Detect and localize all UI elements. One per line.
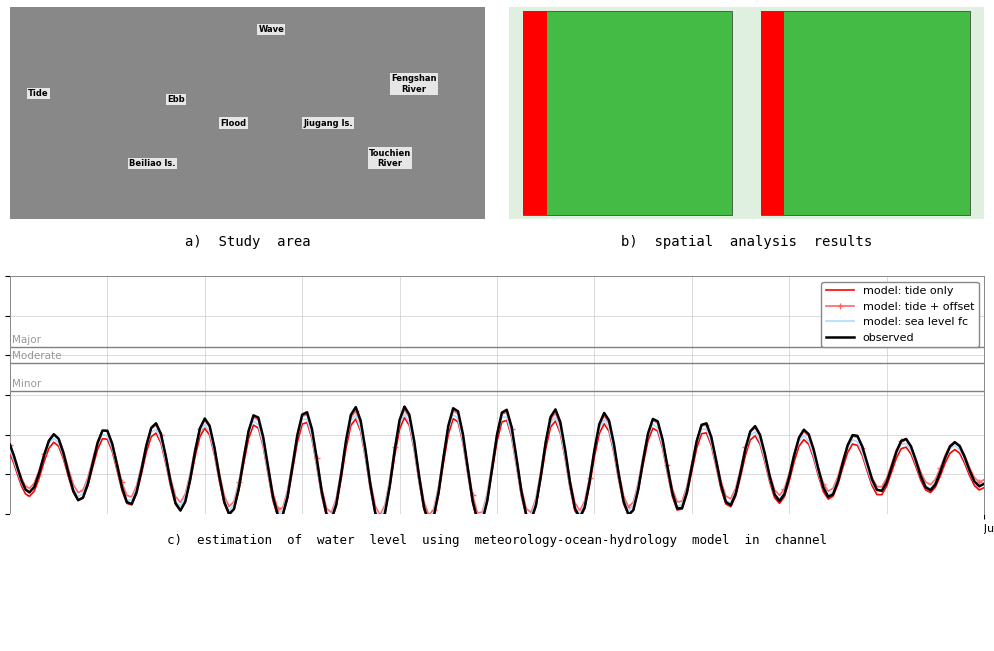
model: sea level fc: (11.5, 0.676): sea level fc: (11.5, 0.676) bbox=[248, 417, 259, 424]
Line: model: tide + offset: model: tide + offset bbox=[7, 406, 987, 519]
model: tide + offset: (14, 0.518): tide + offset: (14, 0.518) bbox=[491, 430, 503, 437]
model: tide + offset: (19, -0.0664): tide + offset: (19, -0.0664) bbox=[978, 476, 990, 484]
model: sea level fc: (19, -0.11): sea level fc: (19, -0.11) bbox=[978, 479, 990, 487]
model: tide only: (18.9, -0.0105): tide only: (18.9, -0.0105) bbox=[963, 471, 975, 479]
Text: Ebb: Ebb bbox=[167, 95, 185, 104]
model: sea level fc: (9, 0.304): sea level fc: (9, 0.304) bbox=[4, 447, 16, 454]
model: tide only: (13.3, -0.613): tide only: (13.3, -0.613) bbox=[422, 519, 434, 527]
observed bbox=[399, 403, 411, 411]
model: tide only: (9, 0.265): tide only: (9, 0.265) bbox=[4, 449, 16, 457]
Bar bbox=[760, 11, 784, 215]
model: sea level fc: (14.3, -0.495): sea level fc: (14.3, -0.495) bbox=[520, 510, 532, 518]
model: tide only: (19, -0.166): tide only: (19, -0.166) bbox=[978, 484, 990, 492]
model: tide only: (13.1, 0.716): tide only: (13.1, 0.716) bbox=[399, 414, 411, 422]
model: tide + offset: (11.5, 0.721): tide + offset: (11.5, 0.721) bbox=[248, 413, 259, 421]
observed bbox=[248, 411, 259, 419]
Line: model: tide only: model: tide only bbox=[10, 418, 984, 523]
model: tide + offset: (17.4, -0.116): tide + offset: (17.4, -0.116) bbox=[817, 480, 829, 488]
Text: c)  estimation  of  water  level  using  meteorology-ocean-hydrology  model  in : c) estimation of water level using meteo… bbox=[167, 534, 827, 547]
Bar bbox=[760, 11, 970, 215]
Text: a)  Study  area: a) Study area bbox=[185, 236, 310, 249]
model: sea level fc: (15.1, 0.688): sea level fc: (15.1, 0.688) bbox=[598, 416, 610, 424]
model: sea level fc: (13.3, -0.566): sea level fc: (13.3, -0.566) bbox=[422, 516, 434, 523]
model: sea level fc: (14, 0.494): sea level fc: (14, 0.494) bbox=[491, 431, 503, 439]
model: tide + offset: (13.1, 0.816): tide + offset: (13.1, 0.816) bbox=[399, 406, 411, 413]
model: tide + offset: (14.3, -0.432): tide + offset: (14.3, -0.432) bbox=[520, 505, 532, 512]
Text: Minor: Minor bbox=[12, 379, 41, 389]
Bar bbox=[523, 11, 547, 215]
Text: Flood: Flood bbox=[221, 118, 247, 128]
model: sea level fc: (13.1, 0.767): sea level fc: (13.1, 0.767) bbox=[399, 409, 411, 417]
Legend: model: tide only, model: tide + offset, model: sea level fc, observed: model: tide only, model: tide + offset, … bbox=[821, 282, 978, 347]
Text: Beiliao Is.: Beiliao Is. bbox=[129, 159, 176, 168]
observed bbox=[963, 466, 975, 474]
observed bbox=[520, 511, 532, 519]
model: tide only: (14.3, -0.532): tide only: (14.3, -0.532) bbox=[520, 512, 532, 520]
Text: b)  spatial  analysis  results: b) spatial analysis results bbox=[621, 236, 872, 249]
Text: Touchien
River: Touchien River bbox=[369, 148, 412, 168]
model: tide + offset: (9, 0.365): tide + offset: (9, 0.365) bbox=[4, 441, 16, 449]
observed bbox=[4, 441, 16, 449]
model: sea level fc: (18.9, 0.0272): sea level fc: (18.9, 0.0272) bbox=[963, 468, 975, 476]
model: tide only: (14, 0.418): tide only: (14, 0.418) bbox=[491, 437, 503, 445]
Line: observed: observed bbox=[10, 407, 984, 523]
model: tide + offset: (18.9, 0.0895): tide + offset: (18.9, 0.0895) bbox=[963, 464, 975, 471]
observed bbox=[817, 484, 829, 492]
observed bbox=[491, 431, 503, 439]
Text: Moderate: Moderate bbox=[12, 351, 62, 361]
model: tide + offset: (15.1, 0.737): tide + offset: (15.1, 0.737) bbox=[598, 412, 610, 420]
Text: Major: Major bbox=[12, 335, 41, 345]
Bar bbox=[523, 11, 733, 215]
model: tide + offset: (13.3, -0.513): tide + offset: (13.3, -0.513) bbox=[422, 511, 434, 519]
Text: Tide: Tide bbox=[28, 89, 49, 98]
model: tide only: (15.1, 0.637): tide only: (15.1, 0.637) bbox=[598, 420, 610, 428]
model: tide only: (17.4, -0.216): tide only: (17.4, -0.216) bbox=[817, 488, 829, 495]
Text: Fengshan
River: Fengshan River bbox=[391, 74, 436, 94]
model: tide only: (11.5, 0.621): tide only: (11.5, 0.621) bbox=[248, 421, 259, 429]
Line: model: sea level fc: model: sea level fc bbox=[10, 413, 984, 519]
observed bbox=[978, 480, 990, 488]
observed bbox=[374, 519, 386, 527]
Text: Jiugang Is.: Jiugang Is. bbox=[303, 118, 353, 128]
observed bbox=[598, 409, 610, 417]
Text: Wave: Wave bbox=[258, 25, 284, 34]
model: sea level fc: (17.4, -0.178): sea level fc: (17.4, -0.178) bbox=[817, 484, 829, 492]
